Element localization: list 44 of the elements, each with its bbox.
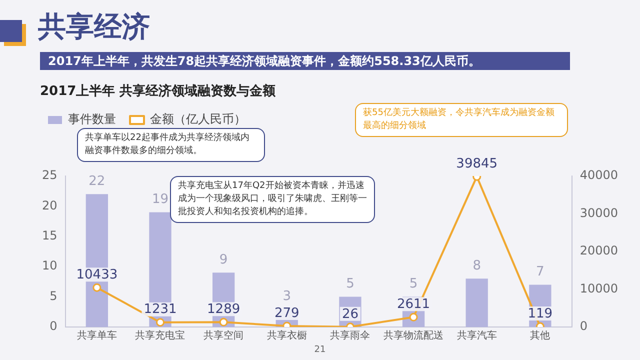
- data-label: 3: [282, 288, 292, 304]
- x-tick-label: 共享衣橱: [266, 330, 307, 342]
- chart-subtitle: 2017年上半年，共发生78起共享经济领域融资事件，金额约558.33亿人民币。: [40, 52, 570, 70]
- data-label: 39845: [456, 156, 498, 172]
- data-label: 10433: [76, 267, 118, 282]
- y2-tick-label: 40000: [580, 168, 618, 182]
- y2-tick-label: 10000: [580, 281, 618, 296]
- legend-label: 金额（亿人民币）: [150, 112, 246, 126]
- y-tick-label: 15: [42, 228, 58, 243]
- y-tick-label: 10: [42, 258, 58, 273]
- data-label: 26: [342, 306, 358, 322]
- data-label: 119: [528, 306, 553, 322]
- text: 获55亿美元大额融资，令共享汽车成为融资金额最高的细分领域: [355, 103, 568, 137]
- y-tick-label: 5: [50, 288, 58, 303]
- y-tick-label: 25: [42, 168, 58, 182]
- annotation: 共享充电宝从17年Q2开始被资本青睐，并迅速成为一个现象级风口，吸引了朱啸虎、王刚等一批投资人和知名投资机构的追捧。: [170, 176, 375, 223]
- x-tick-label: 共享空间: [204, 330, 244, 342]
- y2-tick-label: 0: [580, 319, 588, 334]
- data-label: 5: [346, 276, 354, 292]
- x-tick-label: 共享汽车: [456, 330, 497, 342]
- data-label: 279: [274, 306, 300, 321]
- data-label: 1289: [207, 302, 240, 318]
- y-tick-label: 0: [50, 319, 58, 334]
- text: 21: [313, 345, 327, 355]
- data-label: 2611: [396, 297, 430, 312]
- text: 2017上半年 共享经济领域融资数与金额: [40, 82, 276, 100]
- y2-tick-label: 20000: [580, 244, 618, 258]
- x-tick-label: 共享单车: [76, 330, 117, 342]
- data-label: 22: [88, 174, 106, 189]
- chart-title: 共享经济: [38, 9, 150, 45]
- data-label: 5: [409, 276, 418, 292]
- data-label: 19: [152, 192, 169, 208]
- x-tick-label: 共享物流配送: [384, 330, 444, 342]
- y-tick-label: 20: [42, 198, 58, 212]
- data-label: 7: [536, 264, 544, 280]
- x-tick-label: 共享雨伞: [330, 330, 370, 342]
- text: 共享单车以22起事件成为共享经济领域内融资事件数最多的细分领域。: [77, 128, 265, 162]
- data-label: 8: [472, 258, 481, 274]
- data-label: 1231: [144, 302, 177, 318]
- x-tick-label: 共享充电宝: [135, 330, 186, 342]
- x-tick-label: 其他: [530, 330, 550, 342]
- y2-tick-label: 30000: [580, 206, 618, 220]
- data-label: 9: [219, 252, 228, 268]
- legend-label: 事件数量: [68, 112, 116, 126]
